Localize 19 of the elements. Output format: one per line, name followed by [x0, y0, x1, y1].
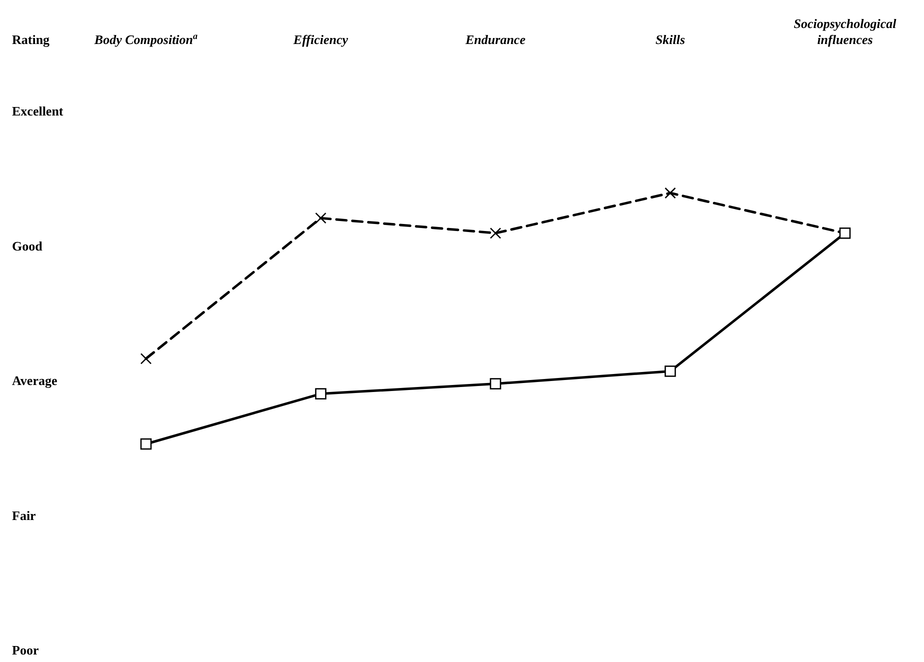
- point: [490, 378, 502, 390]
- x-tick-label: Sociopsychological influences: [794, 16, 897, 47]
- text: Fair: [12, 508, 36, 523]
- point: [140, 353, 152, 364]
- x-tick-label: Efficiency: [292, 32, 348, 47]
- point: [315, 388, 326, 400]
- point: [664, 366, 676, 377]
- point: [140, 438, 152, 450]
- x-tick-label: Body Composition$^{a}$: [93, 31, 198, 47]
- point: [490, 228, 502, 239]
- x-tick-label: Skills: [655, 32, 686, 47]
- point: [664, 187, 676, 199]
- text: Poor: [12, 642, 39, 658]
- text: Good: [12, 238, 44, 254]
- x-tick-label: Endurance: [464, 32, 526, 47]
- text: Average: [12, 373, 58, 388]
- text: Excellent: [12, 104, 64, 119]
- y-axis-title: Rating: [12, 32, 50, 47]
- point: [315, 212, 326, 224]
